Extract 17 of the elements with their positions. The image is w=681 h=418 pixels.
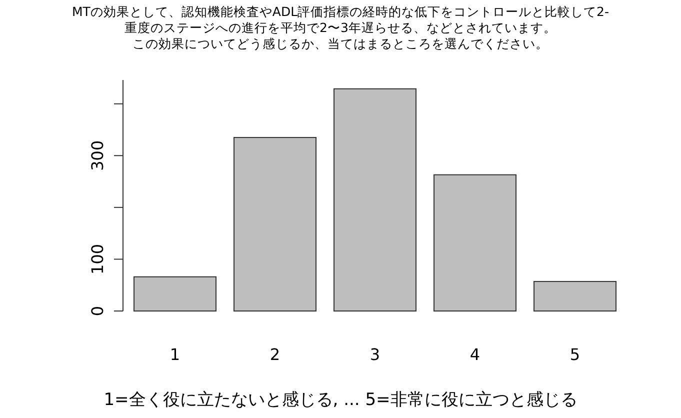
x-tick-label: 3 bbox=[370, 345, 380, 364]
y-tick-label: 100 bbox=[88, 244, 107, 274]
y-tick-label: 0 bbox=[88, 306, 107, 316]
bar bbox=[434, 174, 516, 312]
bar bbox=[134, 276, 216, 312]
x-tick-label: 1 bbox=[170, 345, 180, 364]
text: この効果についてどう感じるか、当てはまるところを選んでください。 bbox=[132, 36, 548, 51]
chart-subtitle: 重度のステージへの進行を平均で2〜3年遅らせる、などとされています。 bbox=[124, 20, 556, 35]
bar bbox=[234, 136, 316, 312]
x-tick-label: 5 bbox=[570, 345, 580, 364]
x-tick-label: 4 bbox=[470, 345, 480, 364]
bar bbox=[334, 88, 416, 312]
x-tick-label: 2 bbox=[270, 345, 280, 364]
y-tick-label: 300 bbox=[88, 140, 107, 171]
chart-title: MTの効果として、認知機能検査やADL評価指標の経時的な低下をコントロールと比較して2- bbox=[72, 4, 610, 19]
bar bbox=[534, 280, 616, 312]
x-axis-title: 1=全く役に立たないと感じる, ... 5=非常に役に立つと感じる bbox=[104, 390, 578, 410]
